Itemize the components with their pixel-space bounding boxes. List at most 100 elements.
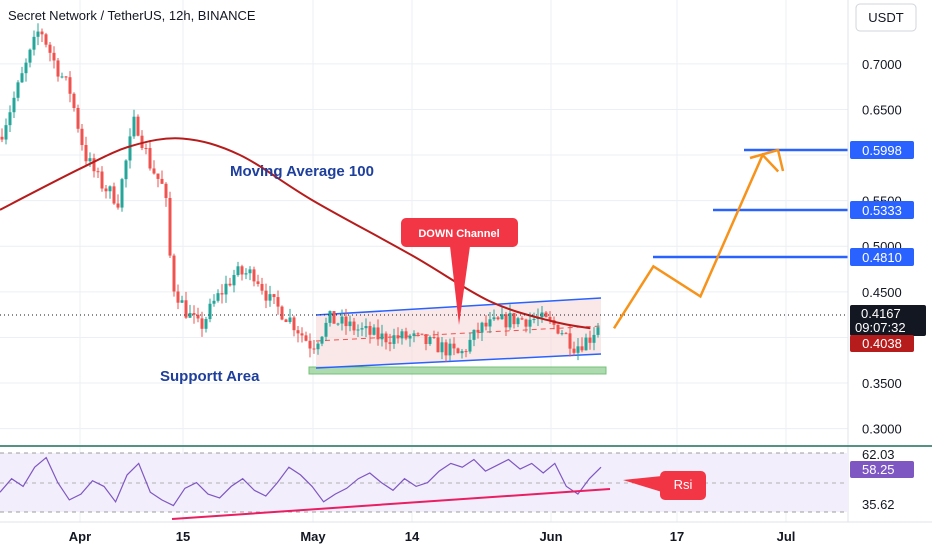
candle-body bbox=[148, 148, 152, 169]
candle-body bbox=[124, 160, 128, 180]
candle-body bbox=[112, 186, 116, 204]
target-tag-2-text: 0.5333 bbox=[862, 203, 902, 218]
candle-body bbox=[280, 306, 284, 320]
candle-body bbox=[84, 145, 88, 162]
moving-average-line bbox=[0, 137, 591, 330]
candle-body bbox=[224, 283, 228, 295]
price-tick-label: 0.6500 bbox=[862, 102, 902, 117]
candle-body bbox=[68, 77, 72, 94]
candle-body bbox=[248, 269, 252, 274]
candle-body bbox=[500, 314, 504, 320]
candle-body bbox=[476, 329, 480, 333]
rsi-axis: 62.03 58.25 35.62 bbox=[850, 447, 914, 512]
candle-body bbox=[324, 322, 328, 337]
candle-body bbox=[104, 188, 108, 192]
price-tick-label: 0.3000 bbox=[862, 422, 902, 437]
candle-body bbox=[72, 93, 76, 108]
projection-path bbox=[612, 152, 780, 329]
candle-body bbox=[76, 107, 80, 129]
candle-body bbox=[444, 342, 448, 356]
candle-body bbox=[108, 186, 112, 192]
target-tag-3-text: 0.4810 bbox=[862, 250, 902, 265]
candle-body bbox=[556, 324, 560, 334]
current-price-tag: 0.4167 09:07:32 bbox=[850, 305, 926, 336]
rsi-tick-upper: 62.03 bbox=[862, 447, 895, 462]
currency-button[interactable]: USDT bbox=[855, 3, 917, 32]
candle-body bbox=[60, 76, 64, 78]
chart-title: Secret Network / TetherUS, 12h, BINANCE bbox=[8, 8, 256, 23]
candle-body bbox=[348, 321, 352, 327]
candle-body bbox=[48, 44, 52, 53]
candle-body bbox=[180, 300, 184, 303]
candle-body bbox=[300, 333, 304, 336]
candle-body bbox=[584, 337, 588, 351]
moving-average-label: Moving Average 100 bbox=[230, 163, 374, 180]
candle-body bbox=[260, 283, 264, 291]
candle-body bbox=[120, 179, 124, 208]
countdown-value: 09:07:32 bbox=[855, 320, 906, 335]
candle-body bbox=[264, 290, 268, 301]
time-axis[interactable]: Apr 15 May 14 Jun 17 Jul bbox=[69, 529, 796, 544]
candle-body bbox=[276, 297, 280, 307]
candle-body bbox=[440, 342, 444, 353]
candle-body bbox=[56, 60, 60, 77]
candle-body bbox=[200, 318, 204, 329]
time-tick-label: Jul bbox=[777, 529, 796, 544]
candle-body bbox=[416, 333, 420, 335]
candle-body bbox=[532, 319, 536, 321]
current-price-value: 0.4167 bbox=[861, 306, 901, 321]
candle-body bbox=[272, 294, 276, 298]
candle-body bbox=[548, 316, 552, 321]
candle-body bbox=[136, 116, 140, 136]
candle-body bbox=[540, 312, 544, 318]
candle-body bbox=[24, 62, 28, 74]
candle-body bbox=[140, 135, 144, 149]
candle-body bbox=[36, 31, 40, 37]
candle-body bbox=[344, 316, 348, 327]
candle-body bbox=[520, 318, 524, 320]
ma-value-text: 0.4038 bbox=[862, 336, 902, 351]
candle-body bbox=[20, 73, 24, 83]
candle-body bbox=[192, 313, 196, 315]
candle-body bbox=[128, 136, 132, 161]
candle-body bbox=[164, 183, 168, 198]
candle-body bbox=[488, 319, 492, 327]
rsi-line bbox=[0, 456, 602, 507]
target-tag-1-text: 0.5998 bbox=[862, 143, 902, 158]
candle-body bbox=[388, 342, 392, 344]
time-tick-label: 17 bbox=[670, 529, 684, 544]
candle-body bbox=[452, 343, 456, 349]
down-channel-label: DOWN Channel bbox=[418, 228, 499, 240]
time-tick-label: 14 bbox=[405, 529, 420, 544]
candle-body bbox=[504, 314, 508, 328]
candle-body bbox=[100, 171, 104, 189]
candle-body bbox=[256, 281, 260, 284]
candle-body bbox=[4, 125, 8, 140]
candles bbox=[0, 23, 600, 362]
candle-body bbox=[156, 173, 160, 179]
price-tick-label: 0.4500 bbox=[862, 285, 902, 300]
candle-body bbox=[392, 335, 396, 344]
candle-body bbox=[364, 326, 368, 329]
candle-body bbox=[492, 317, 496, 320]
candle-body bbox=[456, 348, 460, 354]
price-axis[interactable]: 0.70000.65000.55000.50000.45000.35000.30… bbox=[862, 57, 902, 437]
target-tag-3: 0.4810 bbox=[850, 248, 914, 266]
candle-body bbox=[12, 97, 16, 113]
candle-body bbox=[592, 334, 596, 343]
candle-body bbox=[176, 291, 180, 303]
candle-body bbox=[168, 197, 172, 256]
candle-body bbox=[460, 351, 464, 354]
candle-body bbox=[596, 327, 600, 335]
candle-body bbox=[228, 283, 232, 286]
candle-body bbox=[132, 116, 136, 137]
candle-body bbox=[352, 321, 356, 331]
candle-body bbox=[572, 348, 576, 353]
candle-body bbox=[64, 76, 68, 78]
time-tick-label: 15 bbox=[176, 529, 190, 544]
candle-body bbox=[496, 317, 500, 320]
candle-body bbox=[244, 273, 248, 275]
candle-body bbox=[0, 136, 4, 140]
candle-body bbox=[288, 317, 292, 322]
